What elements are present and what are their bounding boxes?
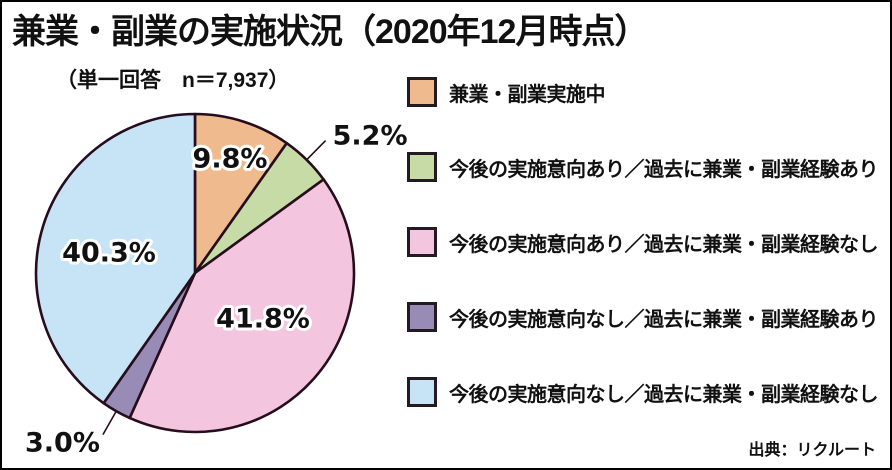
legend-label: 今後の実施意向あり／過去に兼業・副業経験なし	[449, 233, 879, 256]
legend-swatch-0	[407, 77, 437, 107]
pie-value-label-2: 41.8%	[216, 304, 310, 335]
sample-size-note: （単一回答 n＝7,937）	[56, 69, 290, 92]
pie-slice-4	[34, 112, 197, 405]
pie-slice-0	[193, 112, 289, 275]
legend-label: 今後の実施意向なし／過去に兼業・副業経験あり	[449, 308, 879, 331]
legend-item-intent-no-exp-yes: 今後の実施意向なし／過去に兼業・副業経験あり	[407, 301, 889, 333]
legend-label: 今後の実施意向なし／過去に兼業・副業経験なし	[449, 383, 879, 406]
legend-label: 兼業・副業実施中	[449, 83, 606, 106]
source-note: 出典：リクルート	[748, 442, 876, 459]
pie-value-label-4: 40.3%	[62, 238, 156, 269]
legend: 兼業・副業実施中 今後の実施意向あり／過去に兼業・副業経験あり 今後の実施意向あ…	[407, 76, 889, 408]
pie-value-label-1: 5.2%	[333, 121, 408, 152]
legend-swatch-3	[407, 302, 437, 332]
pie-leader-line-1	[306, 139, 327, 161]
legend-item-intent-no-exp-no: 今後の実施意向なし／過去に兼業・副業経験なし	[407, 376, 889, 408]
legend-item-intent-yes-exp-no: 今後の実施意向あり／過去に兼業・副業経験なし	[407, 226, 889, 258]
pie-leader-line-3	[102, 410, 117, 436]
pie-value-label-3: 3.0%	[25, 428, 100, 459]
legend-item-current: 兼業・副業実施中	[407, 76, 889, 108]
legend-label: 今後の実施意向あり／過去に兼業・副業経験あり	[449, 158, 879, 181]
legend-swatch-2	[407, 227, 437, 257]
legend-item-intent-yes-exp-yes: 今後の実施意向あり／過去に兼業・副業経験あり	[407, 151, 889, 183]
legend-swatch-4	[407, 377, 437, 407]
pie-slice-2	[128, 178, 356, 434]
pie-value-label-0: 9.8%	[193, 144, 268, 175]
legend-swatch-1	[407, 152, 437, 182]
figure-title: 兼業・副業の実施状況（2020年12月時点）	[12, 13, 648, 51]
